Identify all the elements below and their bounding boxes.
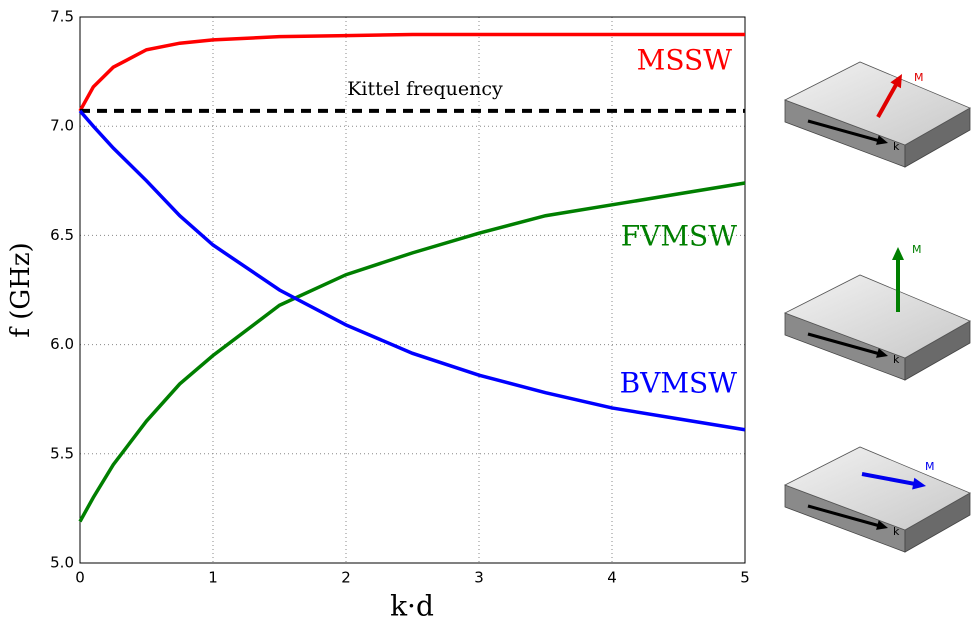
slab-top (784, 274, 971, 359)
y-axis-label: f (GHz) (6, 242, 36, 337)
k-arrow (807, 504, 881, 528)
k-arrow-head (876, 520, 888, 530)
y-tick-label: 5.0 (50, 554, 74, 572)
x-tick-label: 3 (474, 569, 484, 587)
slab-top (784, 61, 971, 146)
slab-illustration: kM (784, 243, 971, 381)
k-arrow-head (876, 348, 888, 358)
plot-frame (79, 16, 746, 564)
x-tick-label: 0 (75, 569, 85, 587)
m-arrow (876, 81, 899, 118)
series-label: BVMSW (620, 367, 738, 400)
m-label: M (912, 243, 922, 256)
x-tick-label: 1 (208, 569, 218, 587)
series-line (78, 181, 746, 523)
x-tick-label: 2 (341, 569, 351, 587)
y-tick-label: 7.0 (50, 117, 74, 135)
m-arrow-group: M (861, 460, 935, 490)
m-arrow (861, 472, 917, 487)
m-arrow-head (890, 74, 902, 89)
series-label: FVMSW (621, 220, 738, 253)
k-label: k (893, 140, 900, 153)
series-line (78, 109, 746, 432)
m-arrow-head (912, 477, 926, 490)
slab-illustration: kM (784, 446, 971, 553)
slab-top (784, 446, 971, 531)
k-label: k (893, 353, 900, 366)
slab-illustration: kM (784, 61, 971, 168)
series-line (78, 32, 745, 112)
y-tick-label: 5.5 (50, 444, 74, 462)
m-label: M (925, 460, 935, 473)
x-axis-label: k·d (390, 590, 434, 623)
m-arrow-head (892, 247, 904, 260)
y-tick-label: 6.0 (50, 335, 74, 353)
m-arrow-group: M (876, 71, 924, 118)
m-label: M (914, 71, 924, 84)
k-arrow (807, 332, 881, 356)
k-arrow-head (876, 135, 888, 145)
series-label: MSSW (637, 44, 733, 77)
m-arrow-group: M (892, 243, 922, 312)
x-tick-label: 4 (607, 569, 617, 587)
x-tick-label: 5 (740, 569, 750, 587)
k-arrow (807, 119, 881, 143)
y-tick-label: 6.5 (50, 226, 74, 244)
series-label: Kittel frequency (347, 78, 503, 100)
k-label: k (893, 525, 900, 538)
y-tick-label: 7.5 (50, 8, 74, 26)
